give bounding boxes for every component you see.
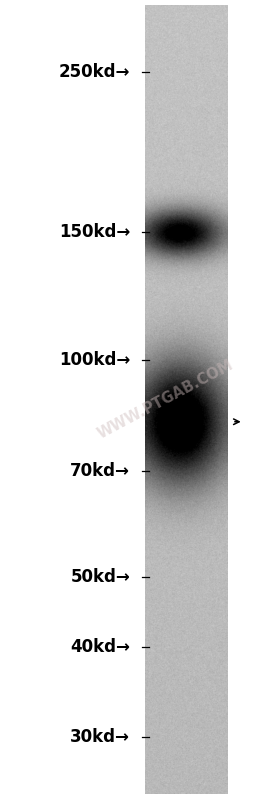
- Text: 30kd→: 30kd→: [70, 728, 130, 745]
- Text: 100kd→: 100kd→: [59, 351, 130, 368]
- Text: 40kd→: 40kd→: [70, 638, 130, 656]
- Text: 250kd→: 250kd→: [59, 63, 130, 81]
- Text: WWW.PTGAB.COM: WWW.PTGAB.COM: [94, 357, 235, 442]
- Text: 150kd→: 150kd→: [59, 224, 130, 241]
- Text: 70kd→: 70kd→: [70, 463, 130, 480]
- Text: 50kd→: 50kd→: [71, 568, 130, 586]
